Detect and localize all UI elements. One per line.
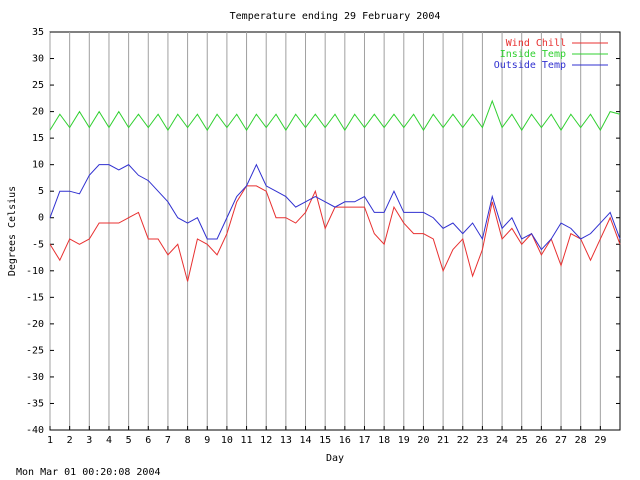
x-tick-label: 19 xyxy=(398,435,410,446)
legend-label: Wind Chill xyxy=(506,38,566,49)
x-tick-label: 4 xyxy=(106,435,112,446)
x-tick-label: 15 xyxy=(319,435,331,446)
x-tick-label: 3 xyxy=(86,435,92,446)
x-tick-label: 7 xyxy=(165,435,171,446)
y-tick-label: 5 xyxy=(38,186,44,197)
y-tick-label: 25 xyxy=(32,80,44,91)
series-line xyxy=(49,185,621,282)
y-axis-label: Degrees Celsius xyxy=(7,186,18,276)
y-tick-label: -25 xyxy=(26,345,44,356)
y-tick-label: -5 xyxy=(32,239,44,250)
y-tick-label: -30 xyxy=(26,372,44,383)
x-tick-label: 1 xyxy=(47,435,53,446)
y-tick-label: -10 xyxy=(26,266,44,277)
footer: Mon Mar 01 00:20:08 2004 xyxy=(16,467,161,478)
y-tick-label: 0 xyxy=(38,213,44,224)
plot-frame xyxy=(49,31,621,431)
x-tick-label: 5 xyxy=(126,435,132,446)
x-tick-label: 20 xyxy=(417,435,429,446)
x-tick-label: 17 xyxy=(358,435,370,446)
x-tick-label: 10 xyxy=(221,435,233,446)
x-tick-label: 25 xyxy=(516,435,528,446)
x-tick-label: 11 xyxy=(241,435,253,446)
series-line xyxy=(49,99,621,132)
y-tick-label: 35 xyxy=(32,27,44,38)
y-tick-label: 15 xyxy=(32,133,44,144)
x-tick-label: 13 xyxy=(280,435,292,446)
x-tick-label: 8 xyxy=(185,435,191,446)
x-tick-label: 23 xyxy=(476,435,488,446)
y-tick-label: -15 xyxy=(26,292,44,303)
y-tick-label: -40 xyxy=(26,425,44,436)
legend-label: Outside Temp xyxy=(494,60,566,71)
chart-title: Temperature ending 29 February 2004 xyxy=(230,11,441,22)
x-axis-label: Day xyxy=(326,453,344,464)
x-tick-label: 6 xyxy=(145,435,151,446)
x-tick-label: 12 xyxy=(260,435,272,446)
y-tick-label: 10 xyxy=(32,160,44,171)
x-tick-label: 16 xyxy=(339,435,351,446)
x-tick-label: 24 xyxy=(496,435,508,446)
x-tick-label: 2 xyxy=(67,435,73,446)
x-tick-label: 9 xyxy=(204,435,210,446)
y-tick-label: 30 xyxy=(32,54,44,65)
x-tick-label: 22 xyxy=(457,435,469,446)
y-tick-label: -20 xyxy=(26,319,44,330)
series-line xyxy=(49,163,621,251)
x-tick-label: 21 xyxy=(437,435,449,446)
x-tick-label: 26 xyxy=(535,435,547,446)
x-tick-label: 14 xyxy=(299,435,311,446)
x-tick-label: 27 xyxy=(555,435,567,446)
x-tick-label: 18 xyxy=(378,435,390,446)
y-tick-label: 20 xyxy=(32,107,44,118)
x-tick-label: 28 xyxy=(575,435,587,446)
y-tick-label: -35 xyxy=(26,398,44,409)
x-tick-label: 29 xyxy=(594,435,606,446)
legend-label: Inside Temp xyxy=(500,49,566,60)
